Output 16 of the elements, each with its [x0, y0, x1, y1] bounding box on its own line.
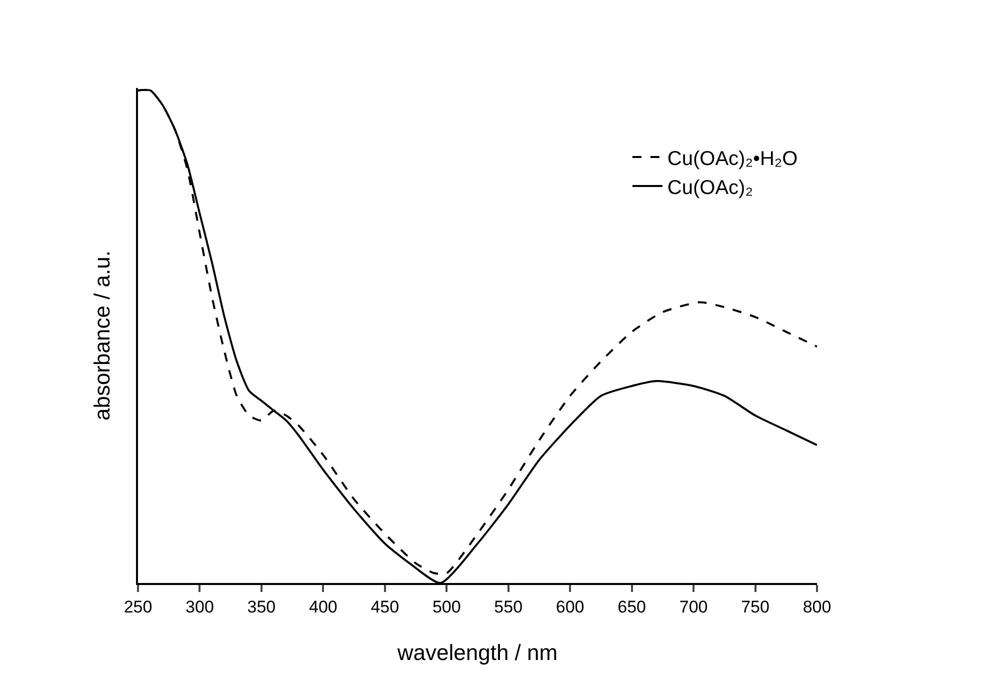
x-tick-label: 400 [308, 597, 338, 616]
x-tick-label: 300 [186, 597, 214, 616]
x-axis-title: wavelength / nm [396, 640, 558, 665]
x-tick-label: 550 [494, 597, 523, 616]
y-axis-title: absorbance / a.u. [89, 250, 114, 421]
x-tick-label: 500 [432, 597, 461, 616]
x-tick-label: 350 [247, 597, 276, 616]
x-tick-label: 650 [618, 597, 646, 616]
x-tick-label: 800 [802, 597, 832, 616]
x-tick-label: 750 [741, 597, 770, 616]
x-tick-label: 600 [556, 597, 584, 616]
x-tick-label: 450 [370, 597, 400, 616]
legend-label: Cu(OAc)₂•H₂O [667, 148, 798, 170]
x-tick-label: 700 [679, 597, 708, 616]
x-tick-label: 250 [124, 597, 152, 616]
legend-label: Cu(OAc)₂ [667, 176, 753, 199]
